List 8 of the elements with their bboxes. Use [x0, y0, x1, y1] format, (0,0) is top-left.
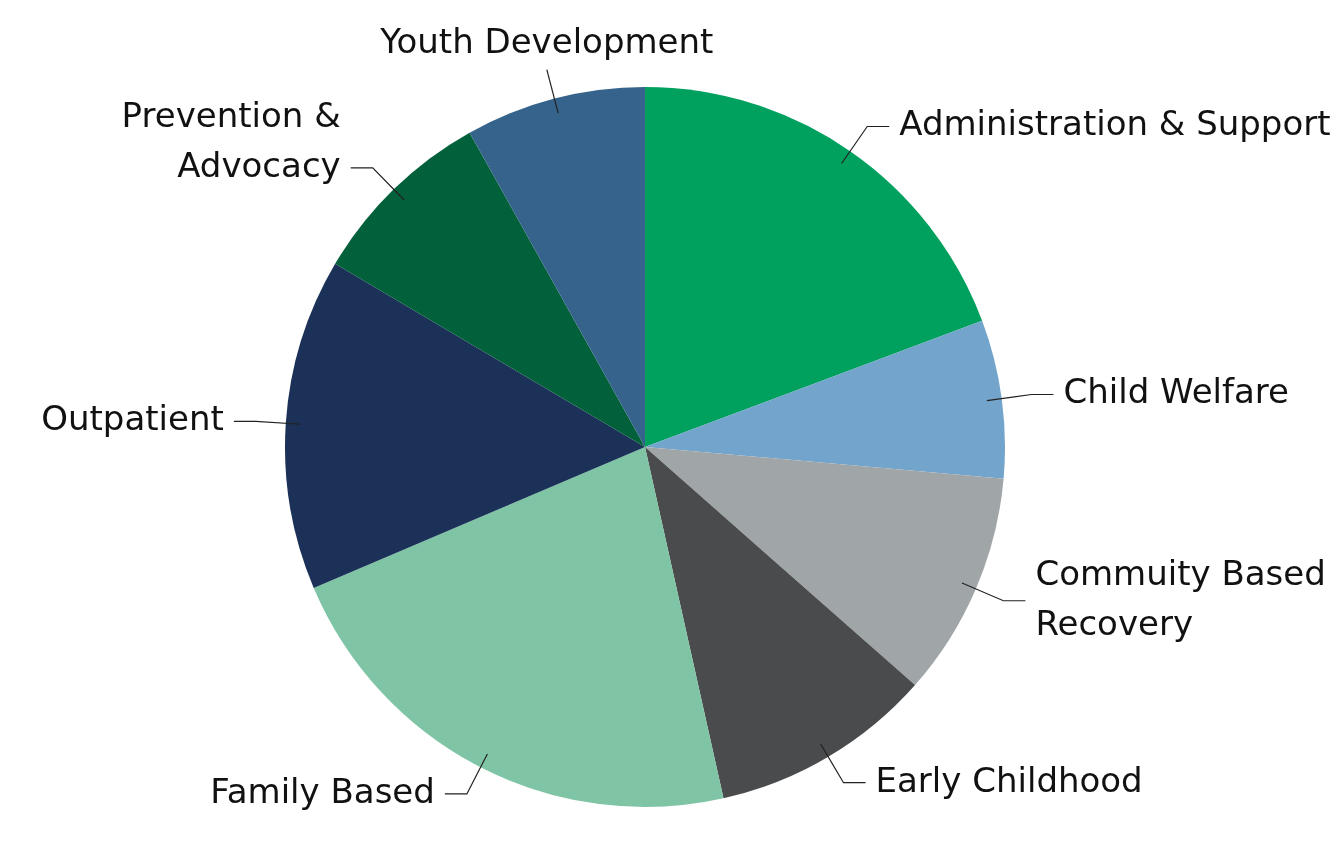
slice-label: Family Based [210, 770, 435, 811]
slice-label: Commuity Based Recovery [1035, 552, 1326, 643]
slice-label: Administration & Support [899, 103, 1331, 144]
slice-label: Prevention & Advocacy [121, 94, 341, 185]
slice-label: Youth Development [379, 21, 714, 62]
slice-label: Early Childhood [875, 759, 1143, 800]
slice-label: Outpatient [41, 398, 224, 439]
slice-label: Child Welfare [1063, 371, 1289, 412]
